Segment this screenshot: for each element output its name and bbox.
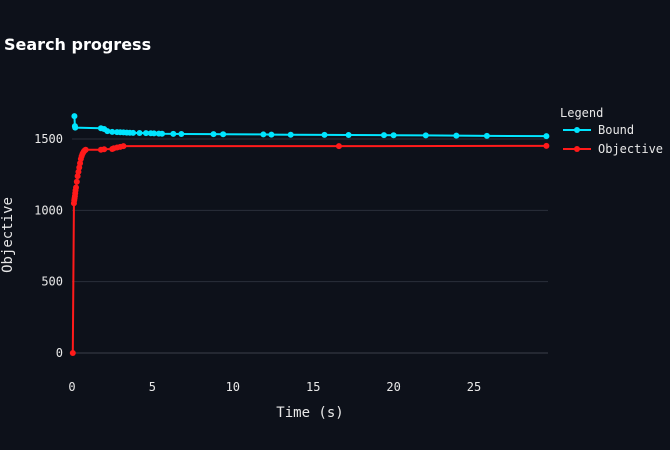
data-point-objective[interactable]	[73, 178, 80, 185]
data-point-bound[interactable]	[210, 131, 217, 138]
data-point-bound[interactable]	[483, 132, 490, 139]
data-point-objective[interactable]	[73, 184, 80, 191]
data-point-bound[interactable]	[422, 132, 429, 139]
y-tick-labels: 0 500 1000 1500	[34, 132, 63, 360]
data-point-bound[interactable]	[543, 133, 550, 140]
data-point-objective[interactable]	[82, 146, 89, 153]
data-point-objective[interactable]	[69, 350, 76, 356]
data-point-bound[interactable]	[268, 131, 275, 138]
series-bound	[71, 113, 550, 140]
legend-item-objective[interactable]: Objective	[563, 142, 663, 156]
x-tick-label: 15	[306, 380, 320, 394]
series-layer	[69, 113, 550, 356]
y-tick-label: 500	[41, 275, 63, 289]
grid-lines	[72, 138, 548, 354]
data-point-bound[interactable]	[321, 131, 328, 138]
y-axis-label: Objective	[0, 197, 16, 273]
data-point-bound[interactable]	[178, 131, 185, 138]
legend-title: Legend	[560, 106, 603, 120]
data-point-bound[interactable]	[159, 130, 166, 137]
data-point-objective[interactable]	[101, 146, 108, 153]
x-tick-labels: 0 5 10 15 20 25	[68, 380, 481, 394]
data-point-objective[interactable]	[335, 143, 342, 150]
data-point-bound[interactable]	[151, 130, 158, 137]
data-point-bound[interactable]	[109, 128, 116, 135]
x-tick-label: 25	[467, 380, 481, 394]
legend-label: Bound	[598, 123, 634, 137]
y-tick-label: 1000	[34, 203, 63, 217]
data-point-bound[interactable]	[345, 132, 352, 139]
legend-swatch-marker	[574, 146, 580, 152]
data-point-bound[interactable]	[142, 130, 149, 137]
data-point-bound[interactable]	[71, 113, 78, 120]
legend-item-bound[interactable]: Bound	[563, 123, 634, 137]
series-line-objective	[71, 144, 547, 354]
legend: Legend Bound Objective	[560, 106, 663, 156]
legend-label: Objective	[598, 142, 663, 156]
x-tick-label: 20	[386, 380, 400, 394]
data-point-bound[interactable]	[72, 124, 79, 131]
data-point-objective[interactable]	[543, 142, 550, 149]
legend-swatch-marker	[574, 127, 580, 133]
data-point-bound[interactable]	[170, 130, 177, 137]
data-point-bound[interactable]	[136, 130, 143, 137]
x-tick-label: 5	[149, 380, 156, 394]
x-tick-label: 10	[226, 380, 240, 394]
y-tick-label: 0	[56, 346, 63, 360]
data-point-bound[interactable]	[380, 132, 387, 139]
data-point-bound[interactable]	[453, 132, 460, 139]
data-point-objective[interactable]	[120, 143, 127, 150]
chart-title: Search progress	[4, 35, 151, 54]
data-point-bound[interactable]	[260, 131, 267, 138]
y-tick-label: 1500	[34, 132, 63, 146]
data-point-bound[interactable]	[130, 129, 137, 136]
x-tick-label: 0	[68, 380, 75, 394]
data-point-bound[interactable]	[287, 131, 294, 138]
series-objective	[69, 142, 550, 356]
data-point-bound[interactable]	[220, 131, 227, 138]
x-axis-label: Time (s)	[276, 405, 343, 421]
data-point-bound[interactable]	[390, 132, 397, 139]
data-point-bound[interactable]	[104, 128, 111, 135]
